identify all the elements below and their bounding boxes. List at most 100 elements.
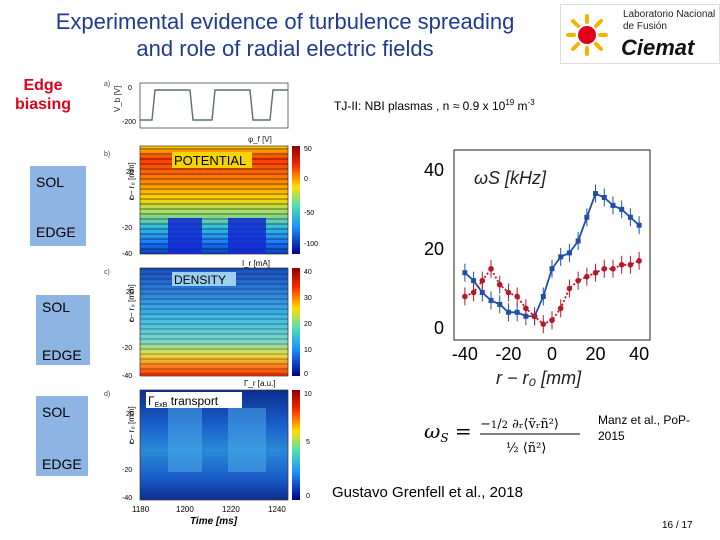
data-point: [566, 285, 573, 292]
reference-line-2: 2015: [598, 429, 625, 443]
data-point: [584, 214, 590, 220]
potential-colorbar: [292, 146, 300, 254]
data-point: [601, 265, 608, 272]
flux-block-2: [228, 408, 266, 472]
den-rtick-2: -20: [122, 345, 132, 352]
pot-cb-0: 50: [304, 146, 312, 153]
flux-rtick-3: -40: [122, 495, 132, 502]
flux-cb-0: 10: [304, 391, 312, 398]
time-tick-3: 1240: [268, 505, 286, 514]
data-point: [540, 321, 547, 327]
pot-ylabel: r − r₀ [mm]: [127, 162, 136, 200]
x-tick-label: 0: [547, 344, 557, 364]
den-ylabel: r − r₀ [mm]: [127, 284, 136, 322]
pot-rtick-0: 20: [126, 169, 134, 176]
x-tick-label: 40: [629, 344, 649, 364]
vb-tick-1: -200: [122, 119, 136, 126]
side-block-potential: SOL EDGE: [30, 166, 86, 246]
data-point: [618, 261, 625, 268]
den-rtick-3: -40: [122, 373, 132, 380]
plot-frame: [453, 149, 651, 341]
edge-label-1: EDGE: [36, 224, 76, 240]
flux-gamma: Γ: [148, 394, 155, 408]
data-point: [584, 273, 590, 280]
den-cb-3: 10: [304, 347, 312, 354]
data-point: [575, 238, 581, 244]
vb-axis-label: V_b [V]: [113, 86, 122, 112]
data-point: [619, 206, 625, 212]
formula-lhs: ωS =: [424, 419, 472, 445]
data-point: [505, 309, 511, 315]
side-block-density: SOL EDGE: [36, 295, 90, 365]
tj-note-text: TJ-II: NBI plasmas , n ≈ 0.9 x 10: [334, 99, 506, 113]
data-point: [575, 277, 581, 284]
pot-rtick-1: 0: [130, 195, 134, 202]
edge-label-2: EDGE: [42, 347, 82, 363]
edge-biasing-line-2: biasing: [14, 96, 71, 113]
den-cb-0: 40: [304, 269, 312, 276]
panel-c-label: c): [104, 269, 110, 276]
reference-manz: Manz et al., PoP- 2015: [598, 412, 690, 444]
pot-cb-1: 0: [304, 176, 308, 183]
flux-label-box: [146, 392, 242, 408]
flux-rtick-1: 0: [130, 439, 134, 446]
page-number: 16 / 17: [662, 520, 693, 531]
time-axis-label: Time [ms]: [190, 516, 238, 527]
sol-label-1: SOL: [36, 174, 65, 190]
flux-rtick-2: -20: [122, 467, 132, 474]
logo-text-2: de Fusión: [623, 21, 667, 32]
data-point: [462, 270, 468, 276]
potential-label: POTENTIAL: [174, 153, 246, 168]
potential-bias-block-1: [168, 218, 202, 254]
panel-d-label: d): [104, 391, 110, 398]
data-point: [627, 261, 634, 268]
pot-cb-2: -50: [304, 210, 314, 217]
density-colorbar: [292, 268, 300, 376]
ir-label: I_r [mA]: [242, 259, 270, 268]
sol-label-2: SOL: [42, 299, 71, 315]
edge-label-3: EDGE: [42, 456, 82, 472]
plot-series: [462, 184, 642, 334]
data-point: [549, 266, 555, 272]
data-point: [627, 214, 633, 220]
x-tick-label: -40: [452, 344, 478, 364]
data-point: [566, 250, 572, 256]
author-citation: Gustavo Grenfell et al., 2018: [332, 484, 523, 501]
data-point: [636, 222, 642, 228]
time-evolution-figure: a) V_b [V] 0 -200 φ_f [V] b) 50 0 -50 -1…: [104, 81, 318, 527]
flux-tail: transport: [167, 394, 218, 408]
tj-note-unit: m: [514, 99, 528, 113]
den-cb-2: 20: [304, 321, 312, 328]
y-tick-label: 40: [424, 160, 444, 180]
pot-cb-3: -100: [304, 241, 318, 248]
data-point: [479, 277, 486, 284]
data-point: [593, 191, 599, 197]
phi-label: φ_f [V]: [248, 135, 272, 144]
flux-cb-2: 0: [306, 493, 310, 500]
time-tick-1: 1200: [176, 505, 194, 514]
flux-block-1: [168, 408, 202, 472]
data-point: [496, 281, 503, 288]
time-tick-2: 1220: [222, 505, 240, 514]
edge-biasing-label: Edge biasing: [8, 76, 78, 114]
pot-rtick-3: -40: [122, 251, 132, 258]
y-tick-label: 20: [424, 239, 444, 259]
data-point: [592, 269, 599, 276]
slide-title: Experimental evidence of turbulence spre…: [0, 8, 570, 62]
data-point: [514, 293, 520, 300]
data-point: [471, 278, 477, 284]
omega-profile-chart: ωS [kHz] r − r₀ [mm] -40 -20 0 20 40 0 20 40: [424, 149, 651, 388]
den-rtick-1: 0: [130, 317, 134, 324]
x-tick-label: 20: [586, 344, 606, 364]
sol-label-3: SOL: [42, 404, 71, 420]
data-point: [558, 254, 564, 260]
logo-brand: Ciemat: [621, 35, 695, 60]
side-block-flux: SOL EDGE: [36, 396, 88, 476]
potential-bias-block-2: [228, 218, 266, 254]
formula-numerator: −1/2 ∂ᵣ⟨ṽᵣñ²⟩: [480, 417, 559, 432]
data-point: [540, 293, 546, 299]
plot-x-label: r − r₀ [mm]: [496, 368, 582, 388]
plot-ticks: -40 -20 0 20 40 0 20 40: [424, 160, 649, 364]
data-point: [610, 265, 616, 272]
plot-y-label: ωS [kHz]: [474, 168, 547, 188]
